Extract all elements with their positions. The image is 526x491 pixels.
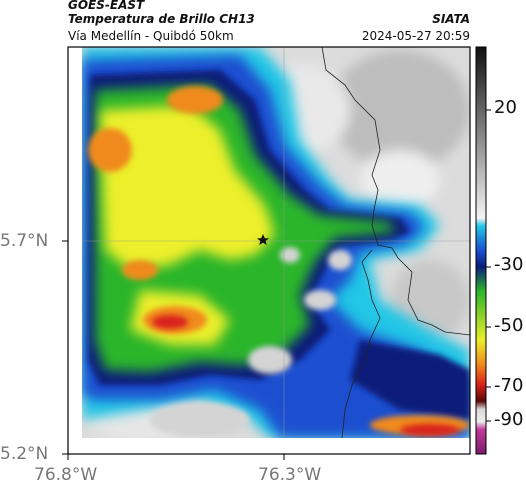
organization-label: SIATA (432, 12, 470, 26)
star-icon (257, 234, 269, 245)
cloud-field (82, 47, 470, 438)
colorbar-tick-label: -90 (494, 409, 524, 430)
colorbar-tick-label: -50 (494, 315, 524, 336)
route-subtitle: Vía Medellín - Quibdó 50km (68, 29, 234, 43)
latitude-label: 5.2°N (0, 444, 49, 464)
product-title: Temperatura de Brillo CH13 (68, 12, 255, 26)
latitude-label: 5.7°N (0, 231, 49, 251)
longitude-label: 76.8°W (34, 465, 98, 485)
timestamp-label: 2024-05-27 20:59 (361, 29, 470, 43)
colorbar (475, 46, 487, 455)
colorbar-tick-label: -70 (494, 375, 524, 396)
colorbar-tick-label: -30 (494, 254, 524, 275)
boundary-line-south (341, 249, 381, 439)
satellite-title: GOES-EAST (68, 0, 145, 12)
boundary-line-east (321, 46, 471, 336)
colorbar-tick-label: 20 (494, 97, 517, 118)
map-border (67, 46, 471, 455)
longitude-label: 76.3°W (258, 465, 322, 485)
